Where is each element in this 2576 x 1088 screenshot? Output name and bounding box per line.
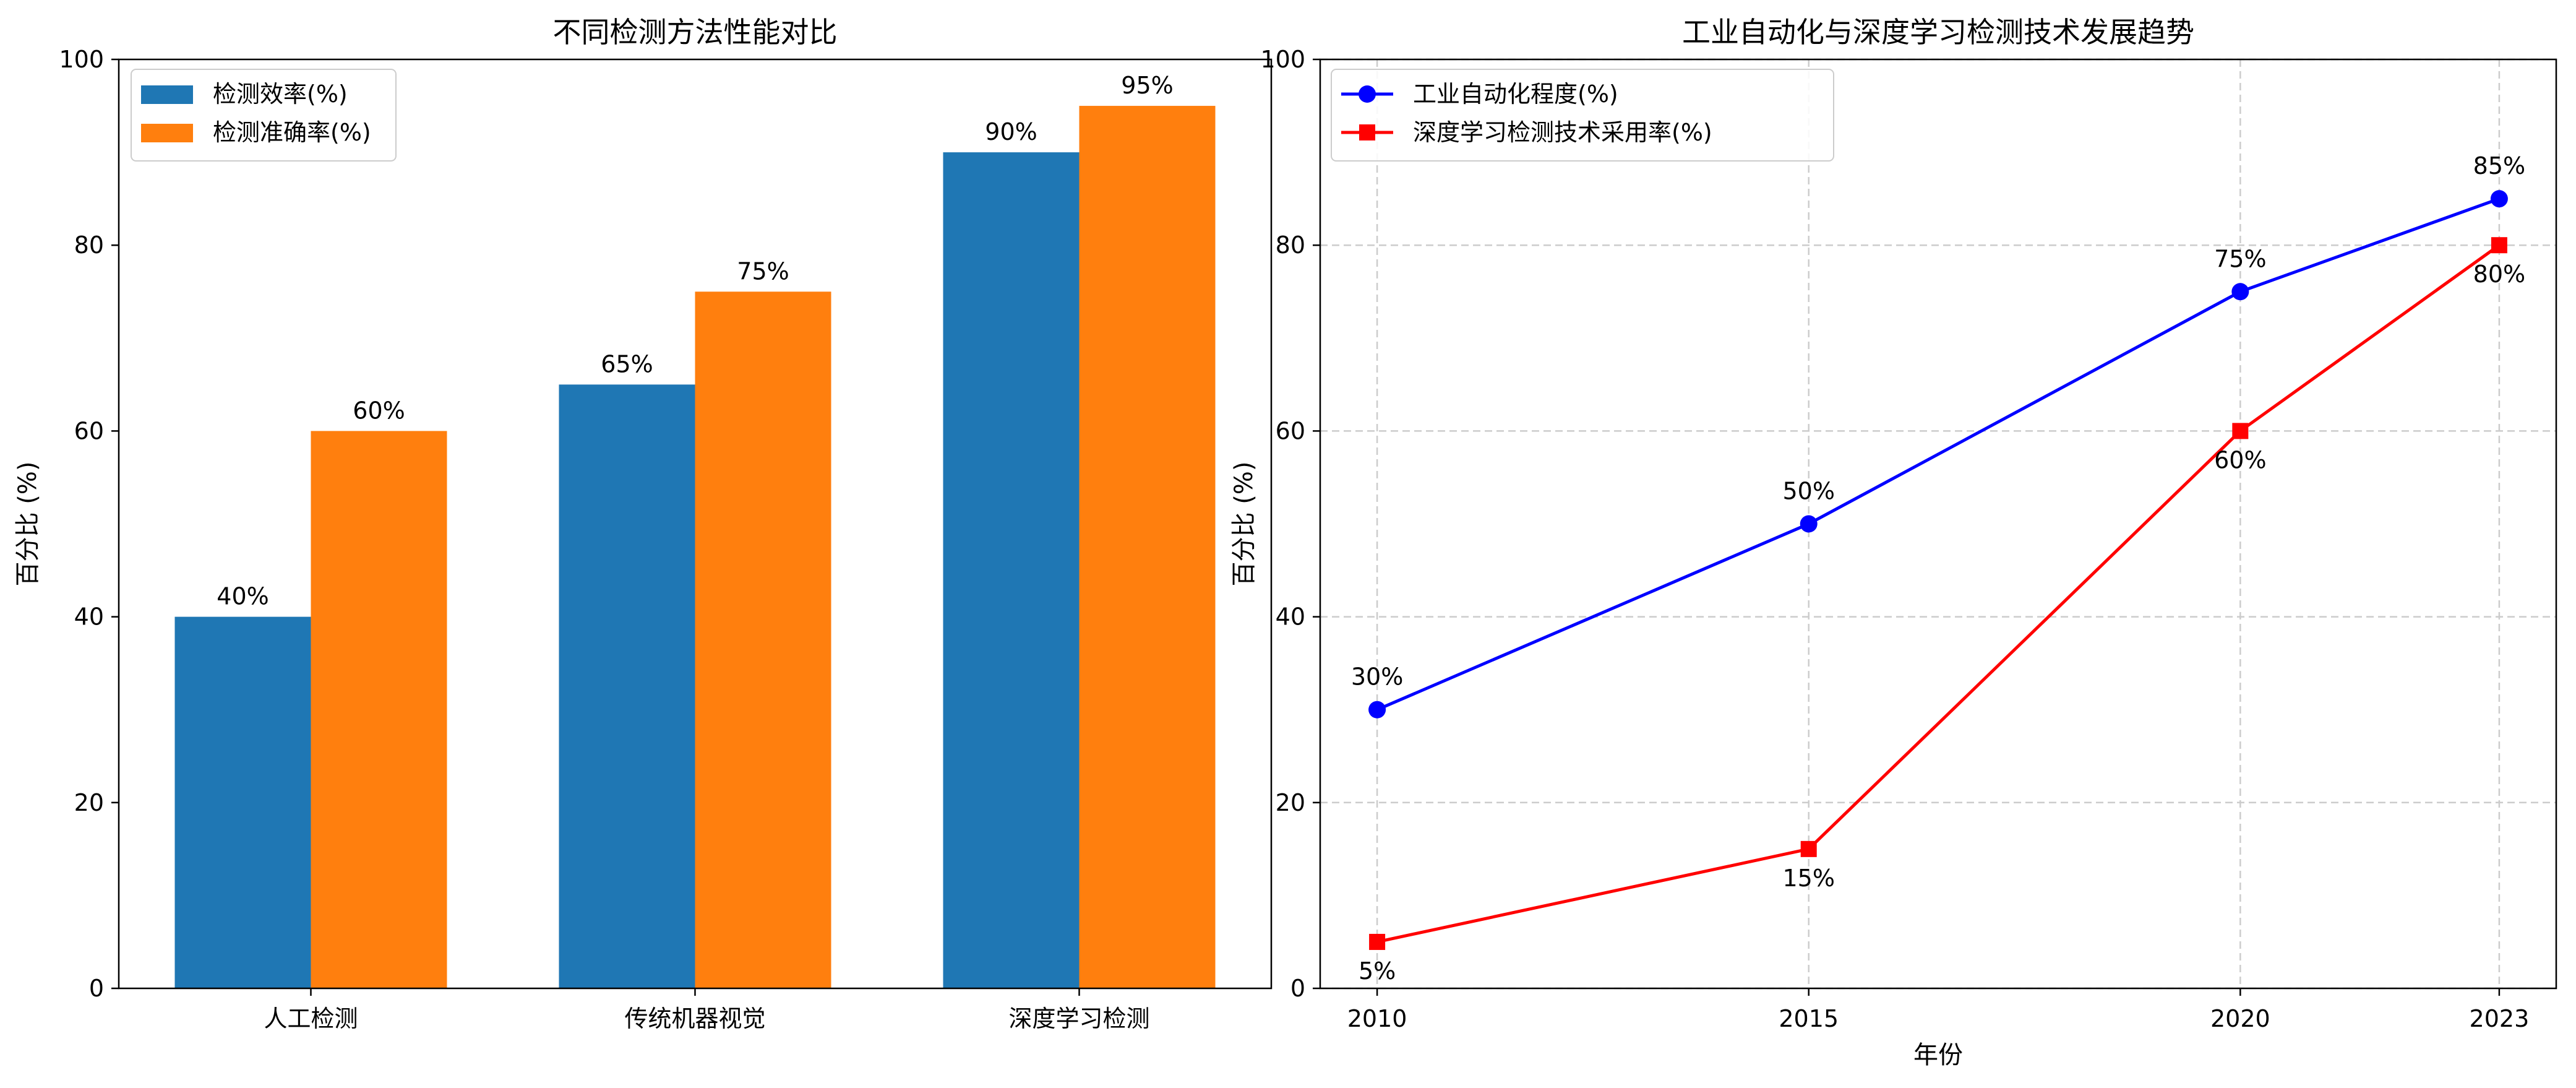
legend-swatch [141,85,193,104]
legend-marker [1359,124,1375,140]
point-value-label: 30% [1351,663,1403,691]
legend-entry-label: 检测准确率(%) [213,119,371,146]
point-value-label: 75% [2214,245,2266,272]
y-tick-label: 100 [1260,46,1305,73]
x-tick-label: 人工检测 [264,1005,358,1032]
y-tick-label: 40 [74,603,104,631]
line-chart: 工业自动化与深度学习检测技术发展趋势 30% 50% 75% 85% 5% 15% 60% 80… [1230,15,2557,1069]
legend-marker [1359,85,1376,103]
point-value-label: 50% [1782,478,1834,505]
x-tick-label: 2015 [1779,1005,1839,1032]
y-axis-label: 百分比 (%) [14,462,42,587]
bar-value-label: 95% [1121,72,1173,99]
bar-value-label: 65% [601,350,653,378]
data-point [2491,237,2507,254]
x-tick-label: 2020 [2210,1005,2270,1032]
plot-frame [1319,58,2557,990]
legend-entry-label: 检测效率(%) [213,80,348,108]
bar [943,152,1080,989]
y-axis-label: 百分比 (%) [1230,462,1258,587]
legend-entry-label: 深度学习检测技术采用率(%) [1413,119,1712,146]
data-point [1800,840,1817,857]
y-tick-label: 0 [1290,975,1305,1002]
bar [1079,106,1216,988]
y-tick-label: 80 [1276,231,1305,259]
x-tick-label: 2010 [1347,1005,1407,1032]
y-tick-label: 20 [74,789,104,816]
y-tick-label: 60 [74,417,104,444]
point-value-label: 60% [2214,446,2266,473]
bar [695,291,831,988]
bar-chart-title: 不同检测方法性能对比 [553,15,838,49]
data-point [2231,283,2249,301]
bar-chart: 不同检测方法性能对比 40% 60% 人工检测 65% 75% 传统机器视觉 90% 95% 深度… [14,15,1273,1032]
x-axis-label: 年份 [1913,1041,1963,1069]
data-point [2232,423,2249,439]
legend: 工业自动化程度(%) 深度学习检测技术采用率(%) [1331,69,1834,162]
bar-value-label: 75% [737,257,789,285]
point-value-label: 15% [1782,865,1834,892]
point-value-label: 5% [1359,957,1396,985]
y-tick-label: 80 [74,231,104,259]
legend-swatch [141,124,193,142]
series-line [1376,197,2500,711]
data-point [1369,933,1386,950]
legend-entry-label: 工业自动化程度(%) [1413,80,1618,108]
bar-value-label: 60% [353,397,405,424]
y-tick-label: 20 [1276,789,1305,816]
point-value-label: 80% [2473,261,2525,288]
data-point [2490,190,2508,208]
x-tick-label: 传统机器视觉 [624,1005,765,1032]
bar [174,616,311,988]
bar [311,431,447,988]
data-point [1800,515,1818,533]
data-point [1368,701,1386,719]
y-tick-label: 100 [59,46,104,73]
legend-box [1331,69,1834,162]
y-tick-label: 60 [1276,417,1305,444]
plot-frame [118,58,1273,990]
x-tick-label: 深度学习检测 [1008,1005,1149,1032]
y-tick-label: 0 [89,975,104,1002]
bar-value-label: 90% [985,118,1037,145]
line-chart-title: 工业自动化与深度学习检测技术发展趋势 [1682,15,2194,49]
y-tick-label: 40 [1276,603,1305,631]
bar [559,384,695,988]
bar-value-label: 40% [217,583,268,610]
x-tick-label: 2023 [2470,1005,2530,1032]
grid [1320,58,2556,990]
point-value-label: 85% [2473,152,2525,179]
legend-box [131,69,397,162]
series-line [1376,244,2501,944]
legend: 检测效率(%) 检测准确率(%) [131,69,397,162]
